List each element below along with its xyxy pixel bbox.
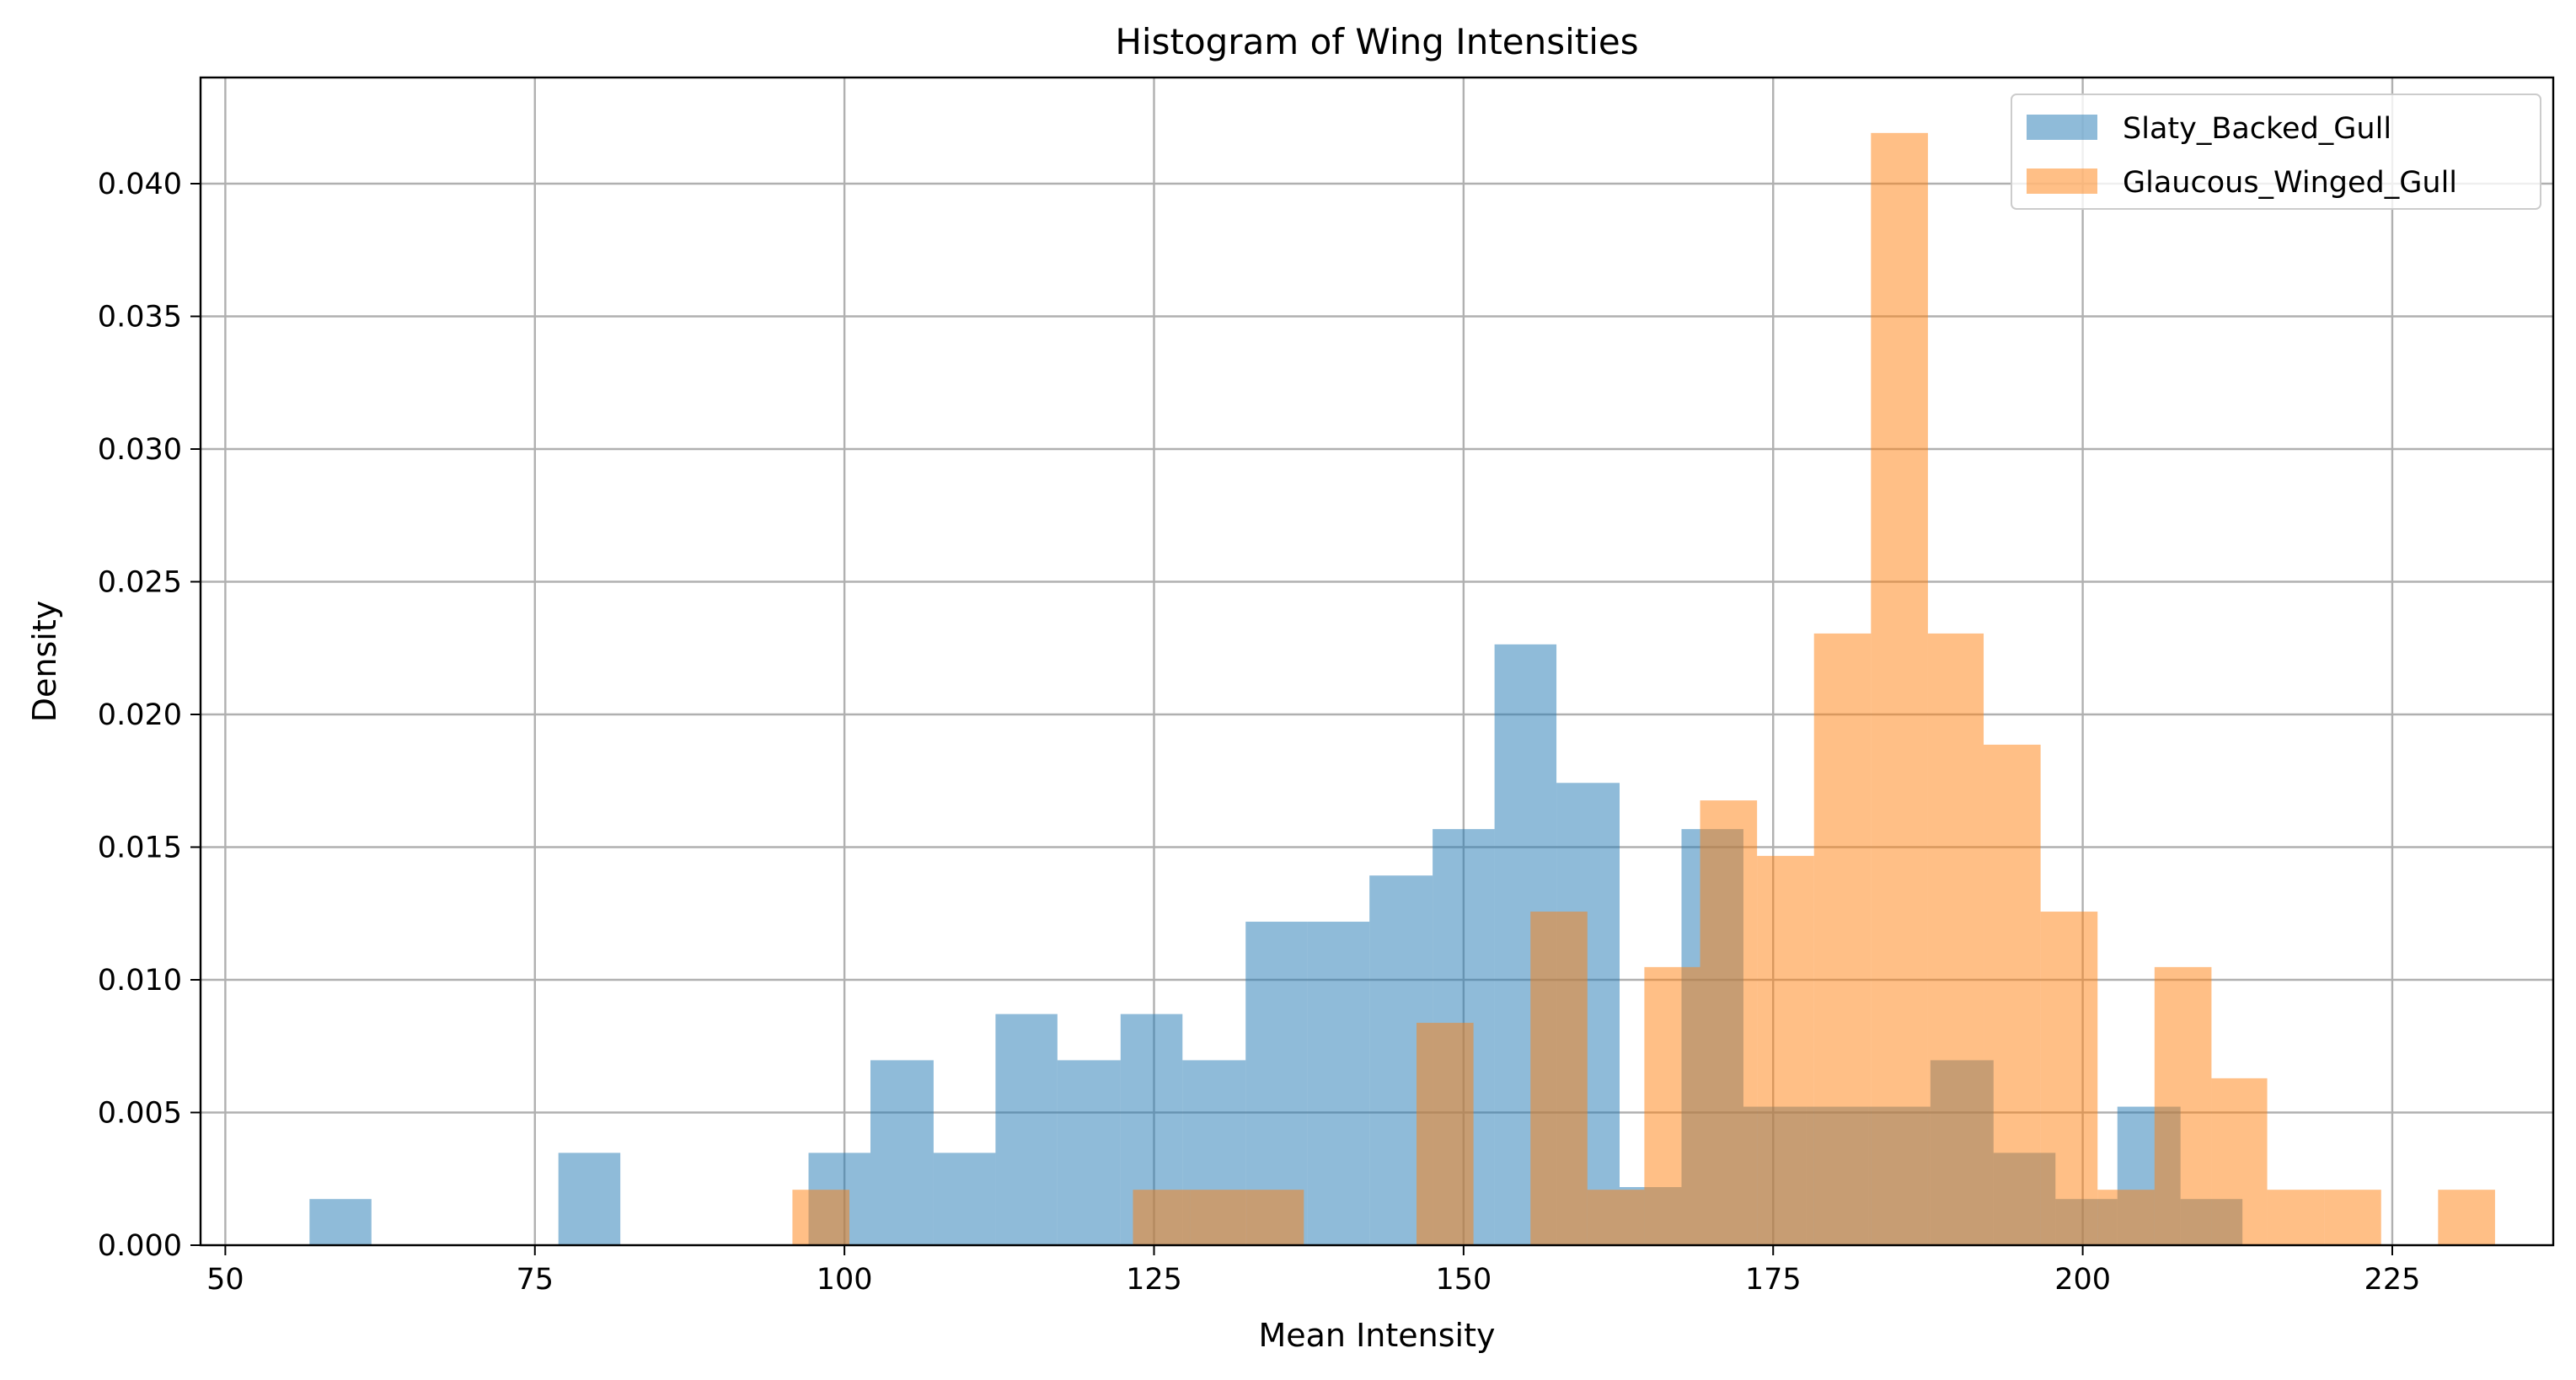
histogram-bar-glaucous-winged-gull [2267, 1190, 2325, 1245]
histogram-bar-glaucous-winged-gull [1871, 132, 1928, 1246]
histogram-bar-glaucous-winged-gull [1530, 912, 1588, 1245]
x-tick-label: 125 [1126, 1263, 1182, 1297]
x-axis-ticks: 50 75 100 125 150 175 200 225 [206, 1245, 2420, 1297]
histogram-bar-glaucous-winged-gull [1927, 633, 1984, 1245]
histogram-bar-slaty-backed-gull [558, 1153, 621, 1245]
histogram-bar-glaucous-winged-gull [792, 1190, 850, 1245]
histogram-bar-glaucous-winged-gull [2040, 912, 2098, 1245]
histogram-bar-glaucous-winged-gull [1190, 1190, 1247, 1245]
histogram-bar-slaty-backed-gull [1057, 1060, 1121, 1245]
y-tick-label: 0.010 [98, 964, 182, 998]
x-axis-label: Mean Intensity [1258, 1317, 1495, 1354]
histogram-bar-glaucous-winged-gull [1984, 744, 2041, 1245]
histogram-bar-glaucous-winged-gull [1644, 966, 1700, 1245]
histogram-bar-glaucous-winged-gull [2154, 966, 2212, 1245]
histogram-bar-glaucous-winged-gull [1813, 633, 1872, 1245]
histogram-bar-glaucous-winged-gull [1246, 1190, 1304, 1245]
y-tick-label: 0.000 [98, 1229, 182, 1263]
x-tick-label: 225 [2364, 1263, 2421, 1297]
legend-swatch-slaty-backed-gull [2027, 115, 2097, 140]
x-tick-label: 75 [516, 1263, 554, 1297]
histogram-bar-slaty-backed-gull [995, 1014, 1058, 1245]
histogram-bar-glaucous-winged-gull [1587, 1190, 1645, 1245]
x-tick-label: 150 [1435, 1263, 1492, 1297]
legend-swatch-glaucous-winged-gull [2027, 168, 2097, 194]
histogram-bar-glaucous-winged-gull [2438, 1190, 2495, 1245]
histogram-bar-glaucous-winged-gull [1133, 1190, 1191, 1245]
legend-label-glaucous-winged-gull: Glaucous_Winged_Gull [2123, 166, 2457, 200]
histogram-bar-glaucous-winged-gull [1757, 855, 1814, 1245]
y-tick-label: 0.040 [98, 168, 182, 201]
y-tick-label: 0.020 [98, 698, 182, 732]
y-axis-ticks: 0.000 0.005 0.010 0.015 0.020 0.025 0.030 0.035… [98, 168, 201, 1263]
legend-box [2011, 94, 2541, 210]
histogram-bar-slaty-backed-gull [309, 1199, 372, 1245]
x-tick-label: 175 [1745, 1263, 1802, 1297]
y-tick-label: 0.035 [98, 301, 182, 334]
histogram-bar-slaty-backed-gull [1307, 922, 1370, 1245]
histogram-bars [309, 132, 2495, 1246]
y-tick-label: 0.025 [98, 566, 182, 600]
y-tick-label: 0.005 [98, 1097, 182, 1131]
histogram-bar-glaucous-winged-gull [2097, 1190, 2155, 1245]
histogram-bar-slaty-backed-gull [870, 1060, 934, 1245]
x-tick-label: 100 [817, 1263, 873, 1297]
x-tick-label: 50 [206, 1263, 244, 1297]
legend: Slaty_Backed_Gull Glaucous_Winged_Gull [2011, 94, 2541, 210]
y-tick-label: 0.030 [98, 433, 182, 467]
histogram-bar-slaty-backed-gull [933, 1153, 996, 1245]
y-axis-label: Density [26, 601, 63, 722]
plot-frame [199, 76, 2555, 1247]
chart-title: Histogram of Wing Intensities [1115, 21, 1638, 62]
histogram-bar-glaucous-winged-gull [2211, 1078, 2268, 1245]
x-tick-label: 200 [2054, 1263, 2111, 1297]
legend-label-slaty-backed-gull: Slaty_Backed_Gull [2123, 112, 2391, 146]
y-tick-label: 0.015 [98, 832, 182, 865]
histogram-bar-glaucous-winged-gull [1417, 1023, 1474, 1245]
histogram-bar-glaucous-winged-gull [2324, 1190, 2381, 1245]
histogram-bar-glaucous-winged-gull [1700, 800, 1758, 1245]
